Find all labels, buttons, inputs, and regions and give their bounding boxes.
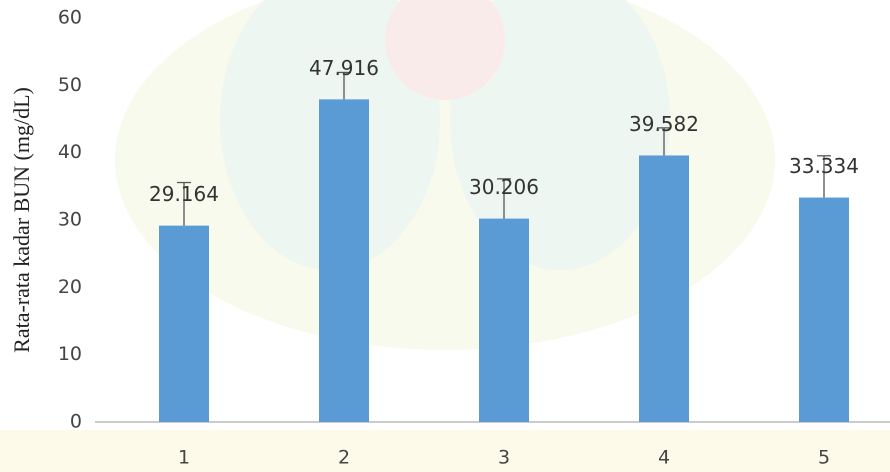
y-tick-label: 20	[58, 276, 82, 298]
y-axis-label: Rata-rata kadar BUN (mg/dL)	[9, 87, 34, 353]
bar	[159, 226, 209, 422]
bar	[479, 219, 529, 422]
bar	[319, 99, 369, 422]
data-label: 39.582	[629, 112, 699, 136]
watermark	[0, 0, 890, 472]
bar	[639, 155, 689, 422]
x-tick-label: 5	[818, 447, 830, 469]
x-tick-label: 1	[178, 447, 190, 469]
y-tick-label: 0	[70, 411, 82, 433]
x-tick-label: 2	[338, 447, 350, 469]
y-tick-label: 50	[58, 74, 82, 96]
data-label: 33.334	[789, 154, 859, 178]
page: {"chart_data": {"type": "bar", "y_label"…	[0, 0, 890, 472]
chart: Rata-rata kadar BUN (mg/dL) 0 10 20 30 40 50 6…	[0, 0, 890, 472]
x-tick-label: 4	[658, 447, 670, 469]
bar	[799, 198, 849, 422]
y-tick-label: 60	[58, 7, 82, 29]
data-label: 30.206	[469, 175, 539, 199]
y-tick-label: 30	[58, 209, 82, 231]
data-label: 47.916	[309, 56, 379, 80]
y-tick-label: 10	[58, 343, 82, 365]
data-label: 29.164	[149, 182, 219, 206]
x-tick-label: 3	[498, 447, 510, 469]
y-tick-label: 40	[58, 141, 82, 163]
